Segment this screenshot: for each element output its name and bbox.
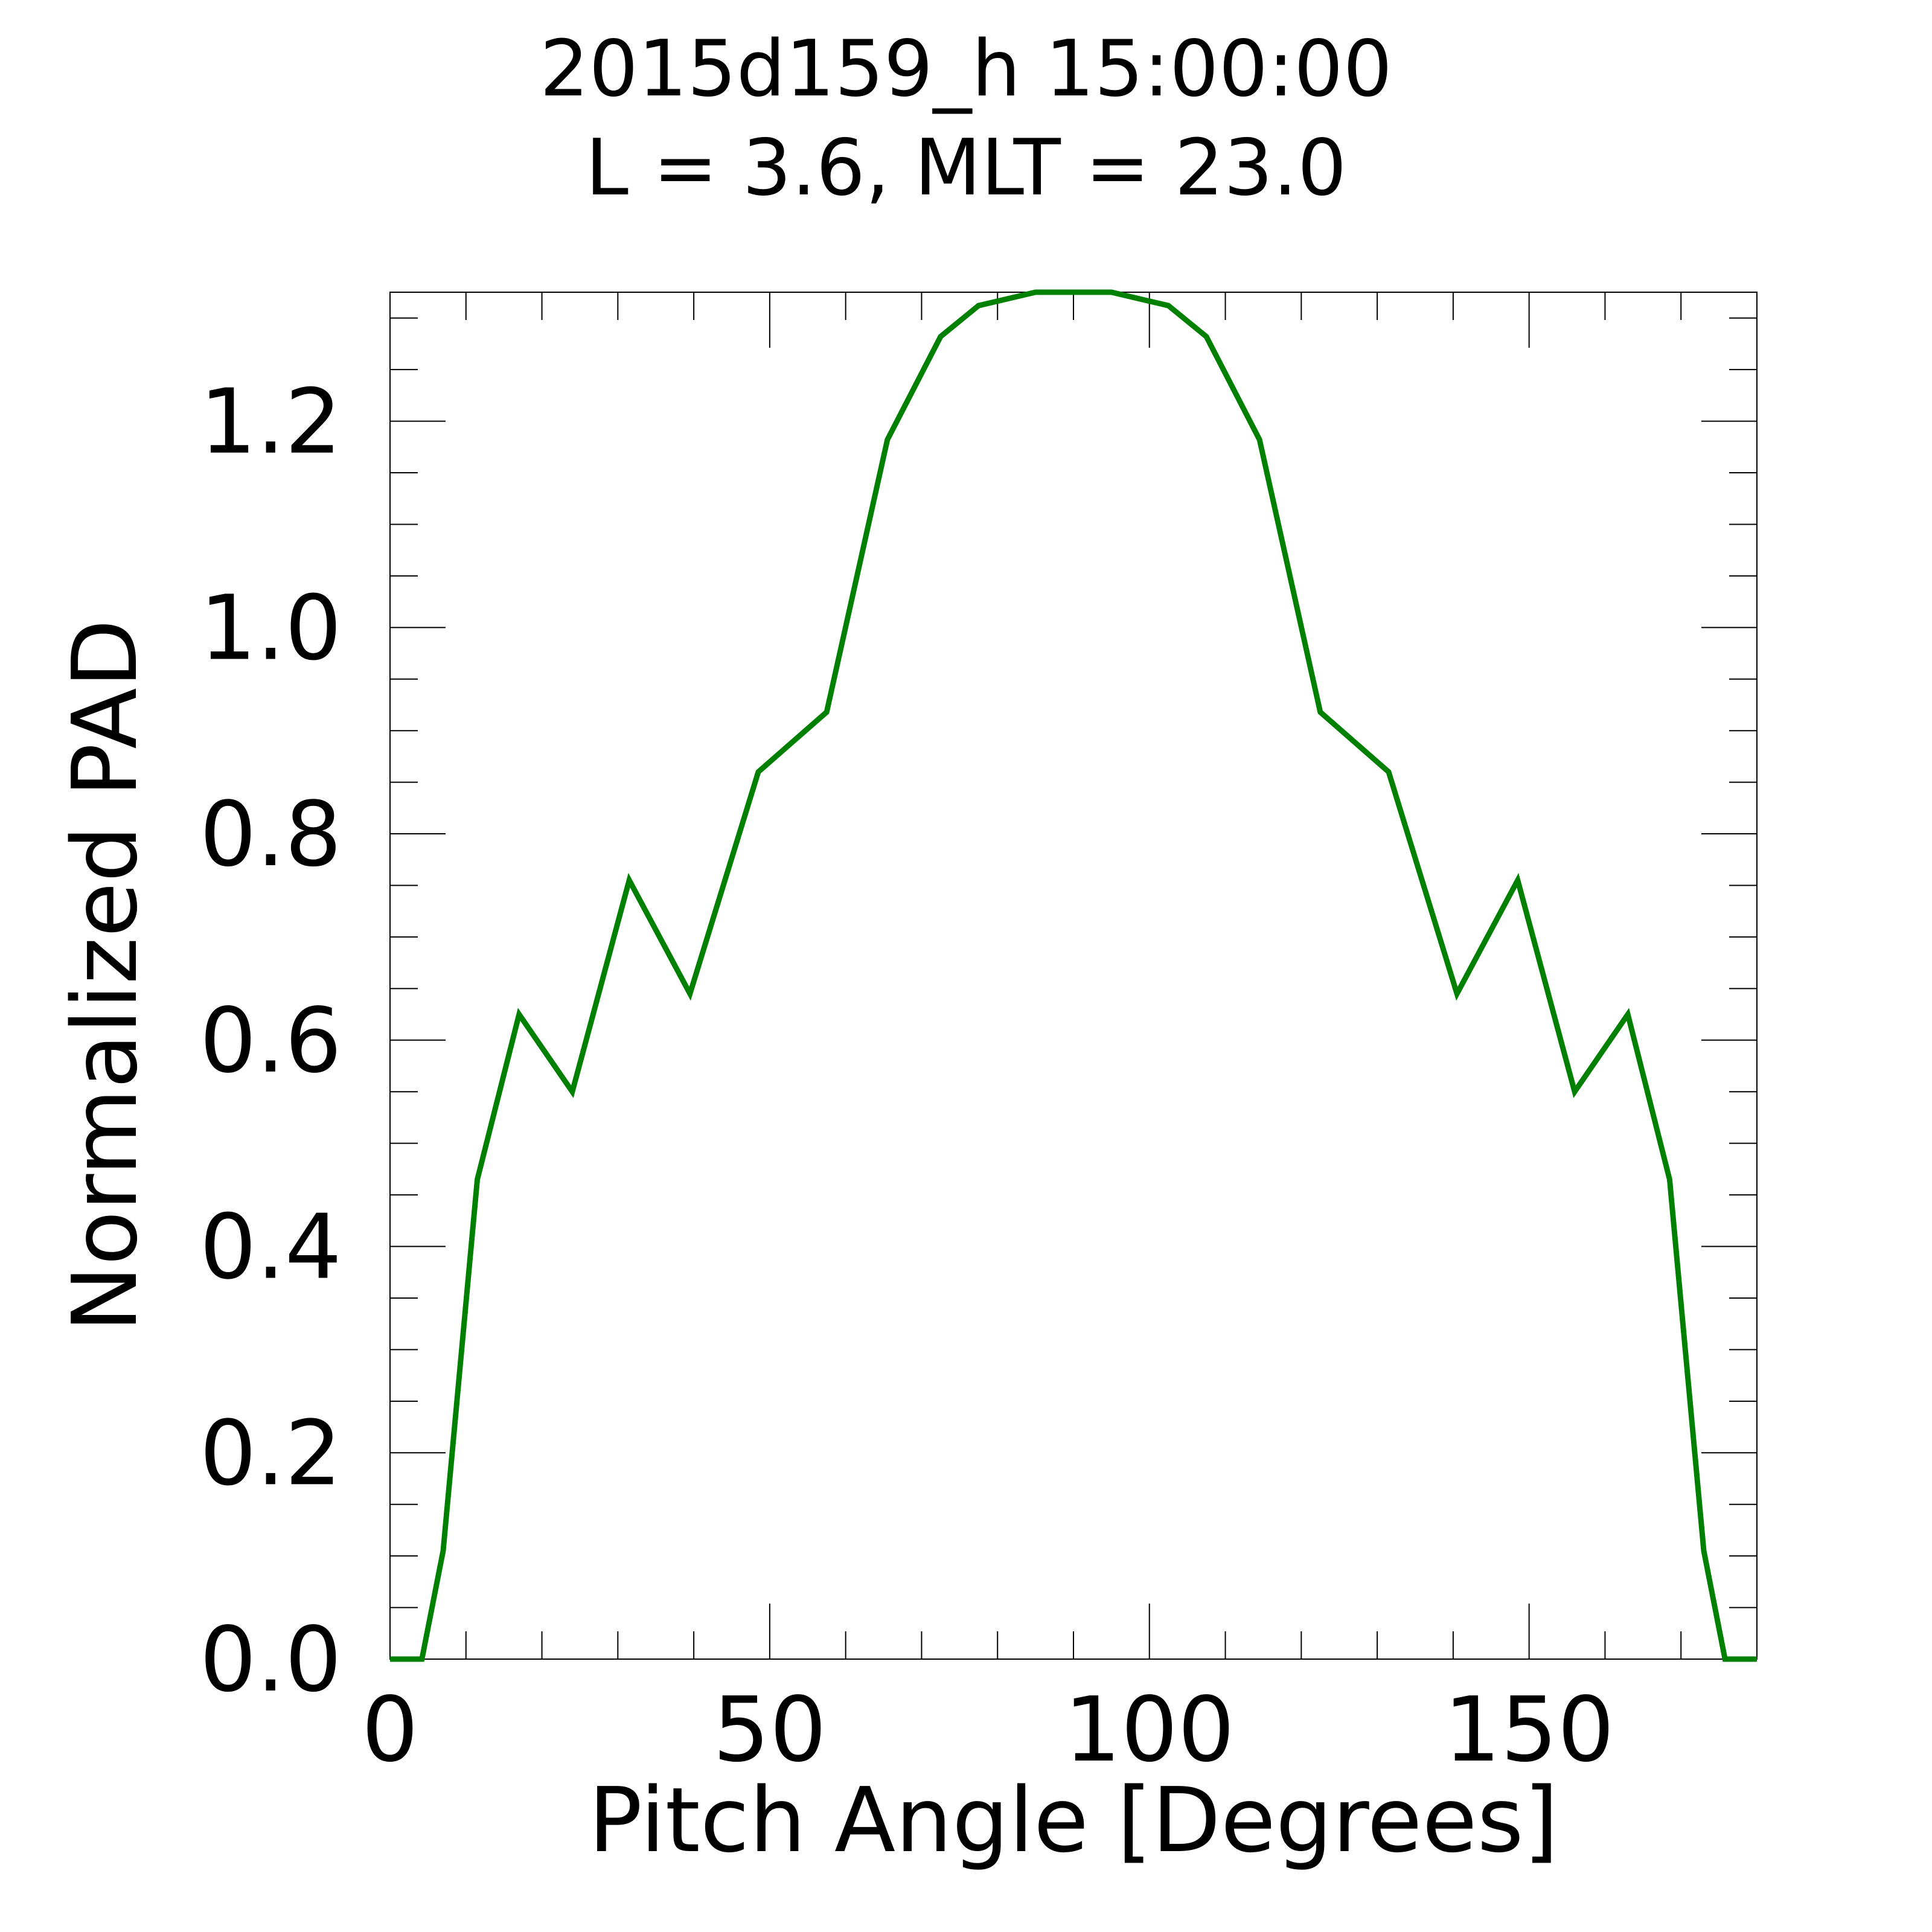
y-tick-labels: 0.0 0.2 0.4 0.6 0.8 1.0 1.2	[200, 370, 342, 1712]
x-tick-label: 150	[1444, 1678, 1614, 1782]
y-tick-label: 0.0	[200, 1608, 342, 1712]
series-layer	[390, 289, 1757, 1662]
y-tick-label: 0.6	[200, 989, 342, 1093]
y-tick-label: 0.8	[200, 782, 342, 886]
chart-title: 2015d159_h 15:00:00 L = 3.6, MLT = 23.0	[540, 24, 1392, 213]
x-tick-label: 0	[362, 1678, 418, 1782]
x-axis-label: Pitch Angle [Degrees]	[589, 1768, 1559, 1872]
series-line-1	[390, 289, 1757, 1662]
x-tick-labels: 0 50 100 150	[362, 1678, 1614, 1782]
y-tick-label: 1.0	[200, 576, 342, 680]
y-tick-label: 0.4	[200, 1195, 342, 1299]
x-tick-label: 50	[713, 1678, 827, 1782]
x-tick-label: 100	[1064, 1678, 1235, 1782]
y-axis-label: Normalized PAD	[53, 619, 157, 1332]
title-line-2: L = 3.6, MLT = 23.0	[586, 123, 1347, 213]
y-tick-label: 0.2	[200, 1401, 342, 1505]
y-tick-label: 1.2	[200, 370, 342, 474]
title-line-1: 2015d159_h 15:00:00	[540, 24, 1392, 114]
axis-ticks	[389, 292, 1757, 1660]
plot-area	[389, 292, 1758, 1660]
